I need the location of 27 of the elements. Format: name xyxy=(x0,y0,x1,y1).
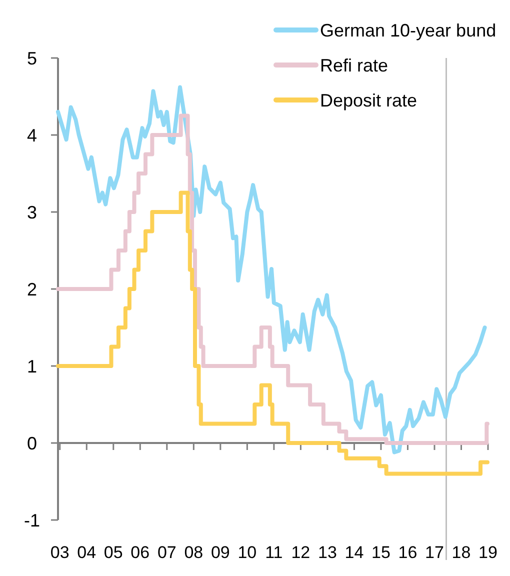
y-tick-label: 4 xyxy=(26,125,38,146)
legend-label: German 10-year bund xyxy=(320,20,496,40)
x-tick-label: 07 xyxy=(157,543,176,562)
x-tick-label: 19 xyxy=(478,543,498,562)
x-tick-label: 05 xyxy=(104,543,123,562)
x-tick-label: 06 xyxy=(130,543,150,562)
y-tick-label: 2 xyxy=(26,279,38,300)
y-tick-label: 0 xyxy=(26,433,38,454)
x-tick-label: 14 xyxy=(344,543,364,562)
legend-label: Deposit rate xyxy=(320,90,418,110)
x-tick-label: 08 xyxy=(184,543,204,562)
x-tick-label: 17 xyxy=(425,543,444,562)
legend-label: Refi rate xyxy=(320,55,388,76)
x-tick-label: 10 xyxy=(238,543,257,562)
y-tick-label: -1 xyxy=(24,510,40,530)
x-tick-label: 15 xyxy=(372,543,390,562)
x-tick-label: 03 xyxy=(50,543,70,562)
x-tick-label: 12 xyxy=(291,543,310,562)
x-tick-label: 09 xyxy=(210,543,230,562)
x-tick-label: 04 xyxy=(77,543,96,562)
x-tick-label: 16 xyxy=(398,543,418,562)
y-tick-label: 1 xyxy=(26,356,38,376)
x-tick-label: 13 xyxy=(318,543,337,562)
y-tick-label: 5 xyxy=(26,48,38,68)
y-tick-label: 3 xyxy=(26,202,38,222)
x-tick-label: 18 xyxy=(452,543,471,562)
x-tick-label: 11 xyxy=(265,543,283,562)
